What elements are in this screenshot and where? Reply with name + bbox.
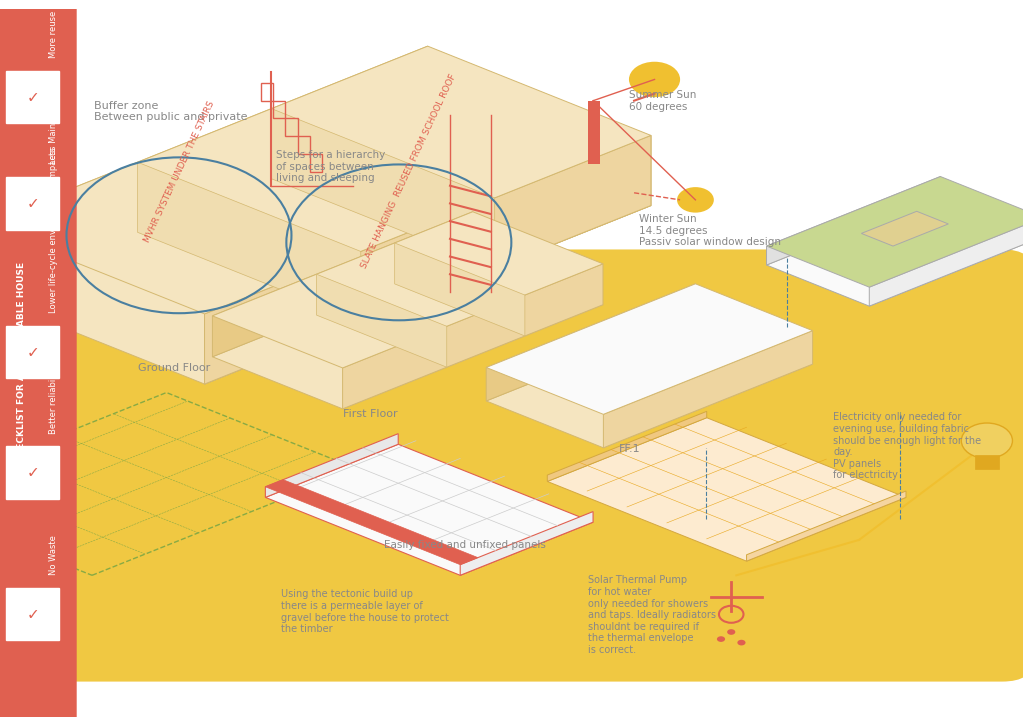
Polygon shape xyxy=(265,480,478,565)
Circle shape xyxy=(737,640,745,645)
Circle shape xyxy=(677,187,714,213)
Text: Less Maintenance: Less Maintenance xyxy=(49,89,57,164)
Text: SLATE HANGING  REUSED FROM SCHOOL ROOF: SLATE HANGING REUSED FROM SCHOOL ROOF xyxy=(359,73,459,270)
Polygon shape xyxy=(205,136,651,384)
Text: Better reliability: Better reliability xyxy=(49,366,57,434)
FancyBboxPatch shape xyxy=(6,588,59,640)
Text: No Waste: No Waste xyxy=(49,536,57,575)
Bar xyxy=(975,455,999,469)
Polygon shape xyxy=(0,46,428,295)
Polygon shape xyxy=(0,116,651,384)
Polygon shape xyxy=(869,218,1024,306)
Polygon shape xyxy=(486,317,813,448)
Polygon shape xyxy=(212,212,603,368)
Bar xyxy=(310,154,323,171)
Polygon shape xyxy=(265,434,398,498)
Polygon shape xyxy=(205,136,651,384)
Polygon shape xyxy=(271,109,495,268)
Polygon shape xyxy=(265,445,593,575)
Circle shape xyxy=(962,423,1013,458)
FancyBboxPatch shape xyxy=(0,1,77,717)
Text: Steps for a hierarchy
of spaces between
living and sleeping: Steps for a hierarchy of spaces between … xyxy=(276,151,385,184)
Text: First Floor: First Floor xyxy=(343,409,397,419)
Polygon shape xyxy=(767,196,1024,306)
Polygon shape xyxy=(205,136,651,384)
Text: ✓: ✓ xyxy=(27,345,39,360)
FancyBboxPatch shape xyxy=(6,71,59,123)
Polygon shape xyxy=(343,264,603,409)
Polygon shape xyxy=(137,162,360,321)
Text: Ground Floor: Ground Floor xyxy=(138,363,210,373)
Polygon shape xyxy=(746,491,906,561)
Polygon shape xyxy=(0,46,651,314)
Polygon shape xyxy=(767,176,1024,288)
Polygon shape xyxy=(603,331,813,448)
Text: Electricity only needed for
evening use, building fabric
should be enough light : Electricity only needed for evening use,… xyxy=(834,412,982,480)
Polygon shape xyxy=(316,274,446,367)
Bar xyxy=(298,136,310,154)
Polygon shape xyxy=(767,176,940,265)
Circle shape xyxy=(717,636,725,642)
Text: ✓: ✓ xyxy=(27,196,39,211)
Circle shape xyxy=(727,629,735,635)
Text: MVHR SYSTEM UNDER THE STAIRS: MVHR SYSTEM UNDER THE STAIRS xyxy=(142,100,216,244)
Text: ✓: ✓ xyxy=(27,607,39,622)
Polygon shape xyxy=(547,418,906,561)
Polygon shape xyxy=(212,252,603,409)
FancyBboxPatch shape xyxy=(6,326,59,379)
Bar xyxy=(588,100,600,164)
Text: More reuse: More reuse xyxy=(49,11,57,58)
Polygon shape xyxy=(212,212,473,357)
Text: Easily fixed and unfixed panels: Easily fixed and unfixed panels xyxy=(384,540,546,550)
Polygon shape xyxy=(486,284,695,401)
Text: ✓: ✓ xyxy=(27,90,39,105)
Text: ✓: ✓ xyxy=(27,465,39,480)
Circle shape xyxy=(629,62,680,97)
Text: Lower life-cycle environmental impacts: Lower life-cycle environmental impacts xyxy=(49,148,57,313)
FancyBboxPatch shape xyxy=(6,447,59,499)
FancyBboxPatch shape xyxy=(41,250,1024,682)
Text: Using the tectonic build up
there is a permeable layer of
gravel before the hous: Using the tectonic build up there is a p… xyxy=(282,589,450,635)
Bar xyxy=(286,118,298,136)
Polygon shape xyxy=(486,284,813,414)
Polygon shape xyxy=(460,511,593,575)
Polygon shape xyxy=(861,212,948,246)
Text: Winter Sun
14.5 degrees
Passiv solar window design: Winter Sun 14.5 degrees Passiv solar win… xyxy=(639,214,781,247)
Text: FF.1: FF.1 xyxy=(618,445,640,455)
Text: CHECKLIST FOR A SUSTAINABLE HOUSE: CHECKLIST FOR A SUSTAINABLE HOUSE xyxy=(17,262,26,463)
FancyBboxPatch shape xyxy=(6,177,59,229)
Text: Summer Sun
60 degrees: Summer Sun 60 degrees xyxy=(629,90,696,112)
Polygon shape xyxy=(394,243,525,336)
Bar xyxy=(261,83,273,100)
Text: Solar Thermal Pump
for hot water
only needed for showers
and taps. Ideally radia: Solar Thermal Pump for hot water only ne… xyxy=(588,575,716,655)
Bar xyxy=(273,100,286,118)
Text: Buffer zone
Between public and private: Buffer zone Between public and private xyxy=(94,100,248,123)
Polygon shape xyxy=(547,412,707,481)
